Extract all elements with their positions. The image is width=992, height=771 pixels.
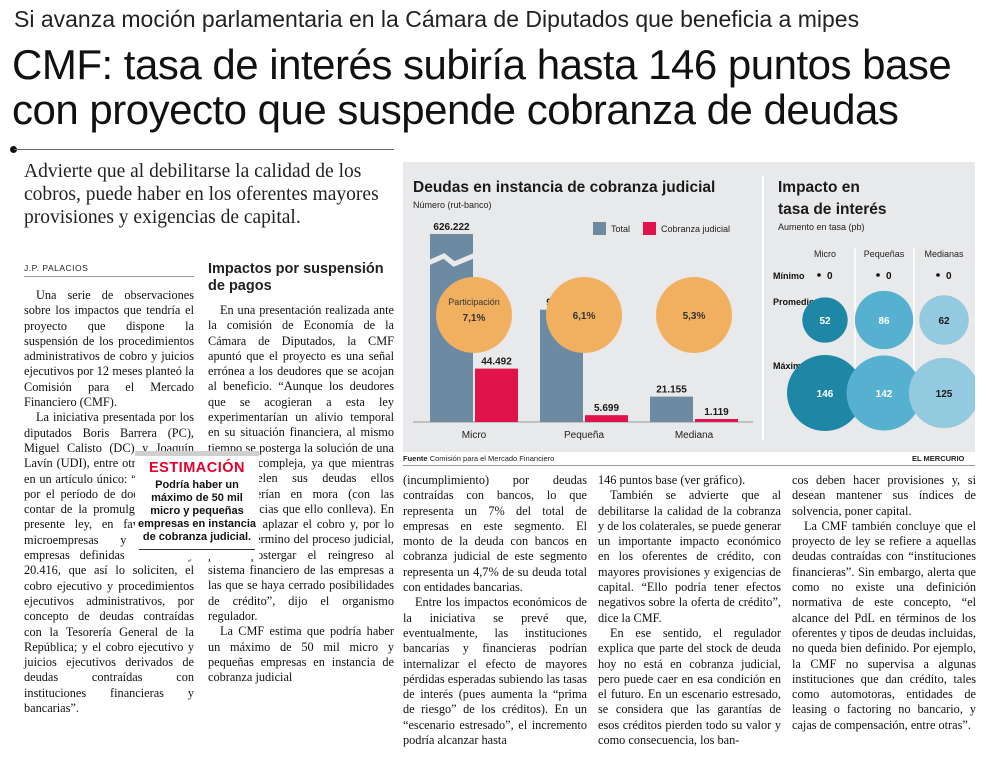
bar-label-cobranza: 5.699 — [594, 403, 619, 414]
category-label: Micro — [462, 430, 487, 441]
bubble-máximo-pequeñas — [846, 355, 922, 431]
bar-label-total: 21.155 — [656, 385, 687, 396]
bubble-zero-dot — [936, 273, 940, 277]
paragraph: (incumplimiento) por deudas contraídas c… — [403, 473, 587, 595]
column-3: (incumplimiento) por deudas contraídas c… — [403, 473, 587, 748]
divider — [24, 276, 194, 277]
legend-swatch-total — [593, 222, 606, 235]
bubble-chart-title-line1: Impacto en — [778, 179, 860, 196]
source-label: Fuente — [403, 454, 428, 463]
bubble-value: 52 — [819, 316, 831, 327]
category-label: Pequeña — [564, 430, 604, 441]
paragraph: cos deben hacer provisiones y, si desean… — [792, 473, 976, 518]
bubble-chart-subtitle: Aumento en tasa (pb) — [778, 222, 865, 232]
bubble-value: 142 — [876, 389, 893, 400]
paragraph: Entre los impactos económicos de la inic… — [403, 595, 587, 748]
category-label: Mediana — [675, 430, 714, 441]
participacion-value: 5,3% — [683, 311, 706, 322]
byline: J.P. PALACIOS — [24, 263, 89, 273]
paragraph: En ese sentido, el regulador explica que… — [598, 625, 781, 748]
bubble-zero-dot — [876, 273, 880, 277]
bubble-value: 0 — [827, 271, 833, 282]
bubble-zero-dot — [817, 273, 821, 277]
paragraph: También se advierte que al debilitarse l… — [598, 488, 781, 625]
bar-label-cobranza: 1.119 — [704, 407, 729, 418]
bubble-column-header: Medianas — [924, 249, 964, 259]
kicker: Si avanza moción parlamentaria en la Cám… — [14, 6, 860, 32]
paragraph: La CMF también concluye que el proyecto … — [792, 518, 976, 732]
bubble-row-label: Mínimo — [773, 271, 805, 281]
bubble-row-label: Promedio — [773, 297, 815, 307]
estimacion-title: ESTIMACIÓN — [148, 460, 246, 476]
legend-label: Cobranza judicial — [661, 224, 730, 234]
estimacion-box: ESTIMACIÓN Podría haber un máximo de 50 … — [135, 451, 259, 559]
bar-cobranza-mediana — [695, 419, 738, 422]
source-note: Fuente Comisión para el Mercado Financie… — [403, 454, 554, 463]
bubble-value: 125 — [936, 389, 953, 400]
participacion-value: 6,1% — [573, 311, 596, 322]
participacion-circle — [436, 277, 512, 353]
legend-label: Total — [611, 224, 630, 234]
bar-label-cobranza: 44.492 — [481, 357, 512, 368]
bubble-column-header: Pequeñas — [864, 249, 905, 259]
bubble-promedio-micro — [802, 297, 848, 343]
paragraph: Una serie de observaciones sobre los imp… — [24, 288, 194, 410]
bar-cobranza-micro — [475, 368, 518, 422]
infographic: Deudas en instancia de cobranza judicial… — [403, 162, 980, 452]
bubble-máximo-micro — [787, 355, 863, 431]
infographic-svg: Deudas en instancia de cobranza judicial… — [413, 176, 980, 441]
participacion-label: Participación — [448, 297, 500, 307]
divider — [14, 149, 394, 150]
bar-chart-title: Deudas en instancia de cobranza judicial — [413, 179, 715, 196]
bubble-value: 146 — [817, 389, 834, 400]
lead-paragraph: Advierte que al debilitarse la calidad d… — [24, 161, 379, 228]
bar-label-total: 626.222 — [433, 222, 470, 233]
column-5: cos deben hacer provisiones y, si desean… — [792, 473, 976, 733]
bubble-value: 0 — [946, 271, 952, 282]
bar-chart-subtitle: Número (rut-banco) — [413, 200, 492, 210]
axis-break-mark — [424, 251, 479, 267]
paragraph: 146 puntos base (ver gráfico). — [598, 473, 746, 487]
paragraph: La CMF estima que podría haber un máximo… — [208, 624, 394, 685]
legend-swatch-cobranza — [643, 222, 656, 235]
brand: EL MERCURIO — [912, 454, 965, 463]
bubble-chart-title-line2: tasa de interés — [778, 201, 887, 218]
participacion-value: 7,1% — [463, 313, 486, 324]
divider-dot — [10, 146, 17, 153]
estimacion-text: Podría haber un máximo de 50 mil micro y… — [137, 479, 256, 543]
participacion-circle — [656, 277, 732, 353]
bubble-column-header: Micro — [814, 249, 836, 259]
bubble-value: 86 — [878, 316, 890, 327]
column-4: 146 puntos base (ver gráfico). También s… — [598, 473, 781, 748]
participacion-circle — [546, 277, 622, 353]
divider — [403, 465, 975, 466]
bubble-promedio-medianas — [919, 295, 969, 345]
divider — [139, 549, 255, 550]
source-text: Comisión para el Mercado Financiero — [429, 454, 555, 463]
bubble-promedio-pequeñas — [854, 290, 914, 350]
bubble-value: 62 — [938, 316, 950, 327]
subhead: Impactos por suspensión de pagos — [208, 261, 384, 294]
headline: CMF: tasa de interés subiría hasta 146 p… — [12, 41, 952, 133]
bubble-row-label: Máximo — [773, 361, 807, 371]
bubble-máximo-medianas — [908, 357, 980, 429]
bubble-value: 0 — [886, 271, 892, 282]
bar-cobranza-pequeña — [585, 415, 628, 422]
bar-total-mediana — [650, 396, 693, 422]
